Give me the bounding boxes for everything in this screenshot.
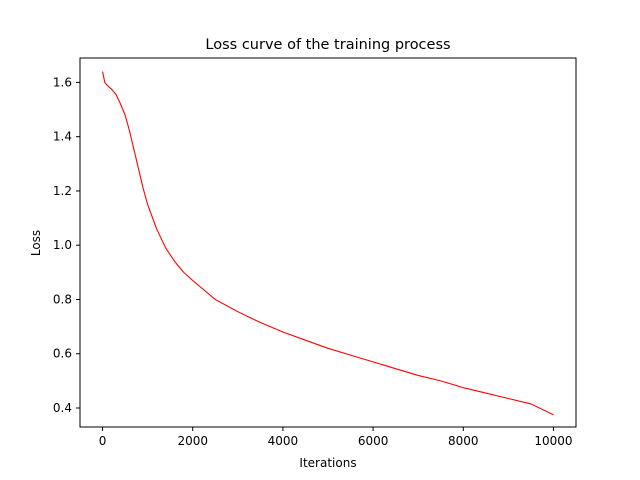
x-axis: 0 2000 4000 6000 8000 10000	[99, 427, 573, 448]
y-tick-label: 1.2	[53, 184, 72, 198]
y-tick-label: 1.6	[53, 75, 72, 89]
loss-series-line	[102, 71, 554, 416]
x-tick-label: 6000	[358, 434, 389, 448]
x-axis-label: Iterations	[299, 456, 356, 470]
y-tick-label: 1.0	[53, 238, 72, 252]
axes-frame	[79, 57, 577, 428]
y-tick-label: 0.4	[53, 401, 72, 415]
x-tick-label: 4000	[268, 434, 299, 448]
y-tick-label: 0.6	[53, 347, 72, 361]
x-tick-label: 8000	[448, 434, 479, 448]
y-tick-label: 0.8	[53, 292, 72, 306]
chart-title: Loss curve of the training process	[205, 37, 450, 53]
y-tick-label: 1.4	[53, 130, 72, 144]
plot-area	[102, 71, 554, 416]
y-axis: 0.4 0.6 0.8 1.0 1.2 1.4 1.6	[53, 75, 80, 415]
x-tick-label: 10000	[534, 434, 572, 448]
x-tick-label: 2000	[177, 434, 208, 448]
y-axis-label: Loss	[29, 230, 43, 256]
x-tick-label: 0	[99, 434, 107, 448]
